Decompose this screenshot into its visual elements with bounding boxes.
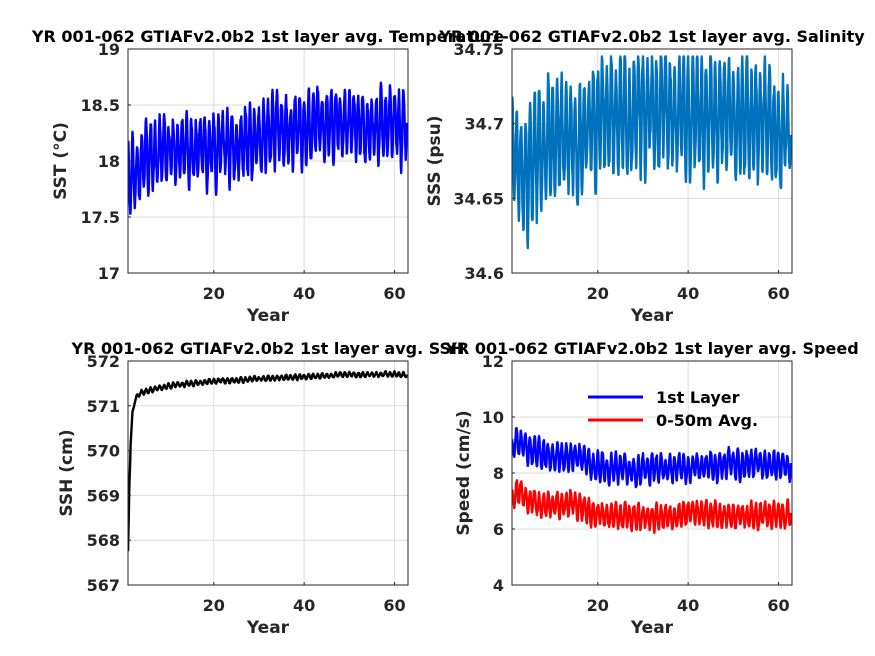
chart-panel-1: 20 40 60 17 17.5 18 18.5 19 Year SST (°C) YR 001-0… (31, 27, 504, 326)
y-tick-label: 572 (87, 352, 120, 371)
series-line-1 (512, 426, 792, 489)
y-tick-label: 18.5 (81, 96, 120, 115)
chart-title: YR 001-062 GTIAFv2.0b2 1st layer avg. Te… (31, 27, 504, 46)
series-line-1 (128, 370, 408, 552)
x-tick-label: 60 (383, 284, 405, 303)
chart-title: YR 001-062 GTIAFv2.0b2 1st layer avg. SS… (71, 339, 465, 358)
y-axis-label: SSH (cm) (57, 429, 77, 516)
x-tick-label: 40 (293, 284, 315, 303)
plot-area (128, 361, 408, 585)
series-line-1 (128, 81, 408, 215)
y-tick-label: 18 (98, 152, 120, 171)
x-axis-label: Year (246, 306, 290, 326)
y-tick-label: 34.6 (465, 264, 504, 283)
y-tick-label: 569 (87, 486, 120, 505)
x-tick-label: 60 (383, 596, 405, 615)
chart-title: YR 001-062 GTIAFv2.0b2 1st layer avg. Sa… (438, 27, 865, 46)
y-tick-label: 19 (98, 40, 120, 59)
y-tick-label: 34.7 (465, 115, 504, 134)
x-tick-label: 20 (203, 596, 225, 615)
y-tick-label: 570 (87, 442, 120, 461)
y-tick-label: 10 (482, 408, 504, 427)
x-tick-label: 40 (677, 596, 699, 615)
series-line-2 (512, 479, 792, 534)
y-tick-label: 4 (493, 576, 504, 595)
x-axis-label: Year (630, 618, 674, 638)
y-tick-label: 17.5 (81, 208, 120, 227)
y-tick-label: 8 (493, 464, 504, 483)
axes-frame (511, 48, 793, 274)
chart-panel-3: 20 40 60 567 568 569 570 571 572 Year SSH (cm) YR 0… (57, 339, 464, 638)
x-tick-label: 20 (587, 284, 609, 303)
x-axis-label: Year (630, 306, 674, 326)
y-tick-label: 568 (87, 531, 120, 550)
x-tick-label: 60 (767, 596, 789, 615)
x-tick-label: 60 (767, 284, 789, 303)
legend-label: 0-50m Avg. (656, 411, 758, 430)
chart-panel-2: 20 40 60 34.6 34.65 34.7 34.75 Year SSS (psu) YR … (425, 27, 865, 326)
y-tick-label: 12 (482, 352, 504, 371)
legend-label: 1st Layer (656, 388, 740, 407)
y-tick-label: 17 (98, 264, 120, 283)
x-axis-label: Year (246, 618, 290, 638)
x-tick-label: 20 (587, 596, 609, 615)
series-line-1 (512, 55, 792, 250)
y-axis-label: SSS (psu) (425, 115, 445, 206)
y-tick-label: 34.65 (453, 189, 504, 208)
y-tick-label: 6 (493, 520, 504, 539)
axes-frame (127, 360, 409, 586)
x-tick-label: 40 (293, 596, 315, 615)
y-tick-label: 567 (87, 576, 120, 595)
x-tick-label: 40 (677, 284, 699, 303)
y-axis-label: SST (°C) (51, 122, 71, 200)
y-axis-label: Speed (cm/s) (454, 410, 474, 535)
chart-title: YR 001-062 GTIAFv2.0b2 1st layer avg. Sp… (444, 339, 858, 358)
chart-panel-4: 20 40 60 4 6 8 10 12 Year Speed (cm/s) YR 001-062 … (444, 339, 858, 638)
y-tick-label: 34.75 (453, 40, 504, 59)
x-tick-label: 20 (203, 284, 225, 303)
y-tick-label: 571 (87, 397, 120, 416)
